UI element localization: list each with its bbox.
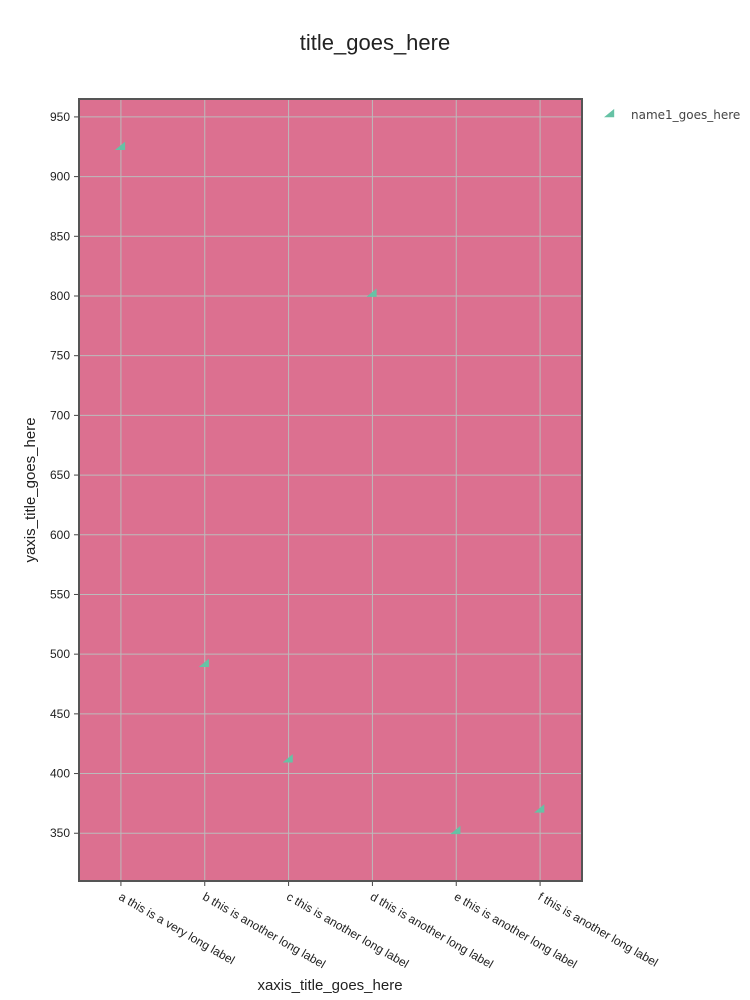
y-axis-title: yaxis_title_goes_here xyxy=(22,417,39,562)
legend-label: name1_goes_here xyxy=(631,108,740,122)
y-tick-label: 400 xyxy=(50,767,70,781)
y-tick-label: 450 xyxy=(50,707,70,721)
y-tick-label: 800 xyxy=(50,289,70,303)
data-point[interactable] xyxy=(534,804,545,813)
data-point[interactable] xyxy=(366,288,377,297)
y-axis: 350 400 450 500 550 600 650 700 750 800 850 900 950 xyxy=(50,110,79,840)
grid-lines xyxy=(79,99,582,881)
chart-title: title_goes_here xyxy=(300,30,450,55)
y-tick-label: 350 xyxy=(50,826,70,840)
y-tick-label: 700 xyxy=(50,408,70,422)
data-point[interactable] xyxy=(114,141,126,151)
y-tick-label: 650 xyxy=(50,468,70,482)
data-point[interactable] xyxy=(198,658,209,668)
y-tick-label: 500 xyxy=(50,647,70,661)
data-points xyxy=(114,141,545,835)
legend[interactable]: name1_goes_here xyxy=(604,108,740,122)
y-tick-label: 600 xyxy=(50,528,70,542)
legend-marker-triangle-icon xyxy=(604,108,615,118)
y-tick-label: 850 xyxy=(50,229,70,243)
plot-border xyxy=(78,98,583,882)
y-tick-label: 950 xyxy=(50,110,70,124)
data-point[interactable] xyxy=(282,754,293,763)
x-axis-title: xaxis_title_goes_here xyxy=(257,977,402,994)
y-tick-label: 550 xyxy=(50,587,70,601)
y-tick-label: 750 xyxy=(50,349,70,363)
plot-area xyxy=(79,99,582,881)
y-tick-label: 900 xyxy=(50,170,70,184)
data-point[interactable] xyxy=(450,825,461,835)
